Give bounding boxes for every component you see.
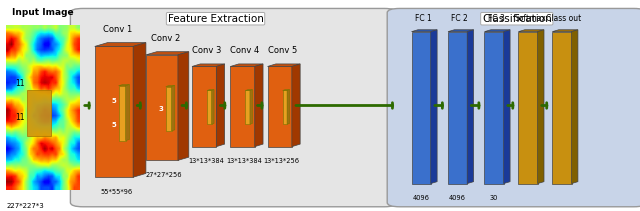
Text: Class out: Class out	[546, 14, 582, 23]
Bar	[518, 32, 538, 184]
Text: 3: 3	[159, 106, 164, 112]
Text: Conv 5: Conv 5	[268, 46, 297, 55]
Bar	[166, 87, 172, 131]
Text: FC 3: FC 3	[488, 14, 504, 23]
Text: 4096: 4096	[449, 195, 466, 201]
Polygon shape	[255, 64, 263, 147]
Text: 5: 5	[112, 98, 116, 104]
Polygon shape	[250, 90, 252, 124]
Text: 55*55*96: 55*55*96	[100, 189, 132, 195]
Text: 5: 5	[112, 122, 116, 128]
Polygon shape	[95, 43, 146, 46]
Text: 13*13*384: 13*13*384	[188, 158, 224, 164]
Text: 13*13*256: 13*13*256	[263, 158, 300, 164]
Bar	[207, 91, 212, 124]
Text: Feature Extraction: Feature Extraction	[168, 14, 264, 24]
Polygon shape	[467, 30, 474, 184]
Polygon shape	[207, 90, 214, 91]
Text: FC 2: FC 2	[451, 14, 468, 23]
Polygon shape	[268, 64, 300, 66]
Text: Conv 1: Conv 1	[103, 25, 132, 34]
Text: 227*227*3: 227*227*3	[6, 203, 44, 208]
Polygon shape	[118, 85, 129, 86]
Polygon shape	[412, 30, 437, 32]
Text: 11: 11	[15, 80, 24, 88]
Text: 11: 11	[15, 113, 24, 122]
FancyBboxPatch shape	[70, 8, 397, 207]
Bar	[246, 91, 250, 124]
Text: Conv 2: Conv 2	[150, 34, 180, 43]
Text: Conv 4: Conv 4	[230, 46, 260, 55]
Polygon shape	[292, 64, 300, 147]
FancyBboxPatch shape	[387, 8, 640, 207]
Polygon shape	[133, 43, 146, 177]
Bar	[268, 66, 292, 147]
Bar	[552, 32, 572, 184]
Polygon shape	[146, 52, 189, 55]
Bar	[412, 32, 431, 184]
Bar	[146, 55, 178, 160]
Text: 30: 30	[490, 195, 499, 201]
Polygon shape	[283, 90, 289, 91]
Polygon shape	[166, 86, 175, 87]
Bar	[95, 46, 133, 177]
Bar	[484, 32, 504, 184]
Polygon shape	[178, 52, 189, 160]
Polygon shape	[212, 90, 214, 124]
Polygon shape	[504, 30, 510, 184]
Polygon shape	[125, 85, 129, 141]
Polygon shape	[216, 64, 225, 147]
Text: Conv 3: Conv 3	[192, 46, 221, 55]
Polygon shape	[172, 86, 175, 131]
Text: FC 1: FC 1	[415, 14, 431, 23]
Text: Input Image: Input Image	[12, 8, 74, 17]
Bar	[27, 89, 51, 136]
Bar	[283, 91, 287, 124]
Bar	[192, 66, 216, 147]
Polygon shape	[552, 30, 578, 32]
Text: Classification: Classification	[482, 14, 552, 24]
Polygon shape	[246, 90, 252, 91]
Polygon shape	[448, 30, 474, 32]
Bar	[230, 66, 255, 147]
Bar	[448, 32, 467, 184]
Polygon shape	[538, 30, 544, 184]
Polygon shape	[287, 90, 289, 124]
Polygon shape	[518, 30, 544, 32]
Text: 4096: 4096	[413, 195, 429, 201]
Text: Softmax: Softmax	[514, 14, 546, 23]
Polygon shape	[192, 64, 225, 66]
Polygon shape	[431, 30, 437, 184]
Polygon shape	[572, 30, 578, 184]
Text: 13*13*384: 13*13*384	[227, 158, 262, 164]
Text: 27*27*256: 27*27*256	[146, 172, 182, 178]
Polygon shape	[230, 64, 263, 66]
Bar	[118, 86, 125, 141]
Polygon shape	[484, 30, 510, 32]
